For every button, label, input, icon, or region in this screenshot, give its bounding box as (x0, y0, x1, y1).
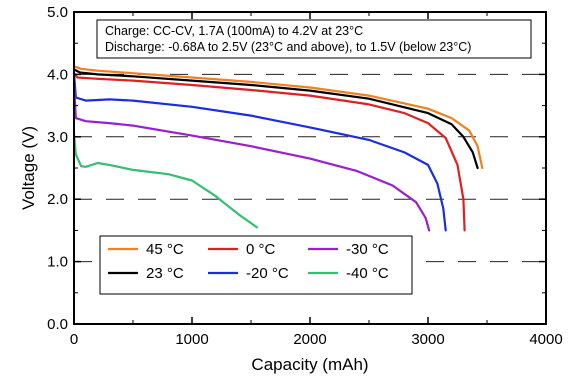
y-tick-label: 4.0 (47, 66, 68, 83)
x-tick-label: 2000 (293, 331, 326, 348)
y-tick-label: 1.0 (47, 254, 68, 271)
y-tick-label: 5.0 (47, 4, 68, 21)
series-lines (72, 65, 484, 232)
discharge-condition-text: Discharge: -0.68A to 2.5V (23°C and abov… (105, 40, 471, 54)
axis-tick-labels: 0 1000 2000 3000 4000 0.0 1.0 2.0 3.0 4.0 5.0 (47, 4, 563, 348)
y-tick-label: 2.0 (47, 191, 68, 208)
conditions-note-box (96, 19, 532, 59)
legend-label: 23 °C (146, 265, 184, 282)
series-line--30C (72, 82, 431, 232)
x-tick-label: 4000 (529, 331, 562, 348)
x-tick-label: 3000 (411, 331, 444, 348)
series-line--40C (72, 132, 258, 229)
x-tick-label: 0 (70, 331, 78, 348)
axis-ticks (73, 11, 547, 325)
charge-condition-text: Charge: CC-CV, 1.7A (100mA) to 4.2V at 2… (105, 24, 363, 38)
legend-label: 45 °C (146, 241, 184, 258)
series-line-23C (72, 68, 479, 170)
legend-box (99, 235, 413, 295)
series-line-0C (72, 72, 466, 232)
y-tick-label: 0.0 (47, 316, 68, 333)
conditions-note: Charge: CC-CV, 1.7A (100mA) to 4.2V at 2… (96, 19, 532, 59)
x-axis-title: Capacity (mAh) (251, 355, 368, 374)
legend: 45 °C 0 °C -30 °C 23 °C -20 °C -40 °C (99, 235, 413, 295)
series-line-45C (72, 65, 484, 170)
legend-label: -30 °C (346, 241, 389, 258)
x-tick-label: 1000 (175, 331, 208, 348)
y-tick-label: 3.0 (47, 129, 68, 146)
y-axis-title: Voltage (V) (19, 126, 38, 210)
legend-label: 0 °C (246, 241, 276, 258)
series-line--20C (72, 72, 447, 232)
legend-label: -20 °C (246, 265, 289, 282)
legend-label: -40 °C (346, 265, 389, 282)
